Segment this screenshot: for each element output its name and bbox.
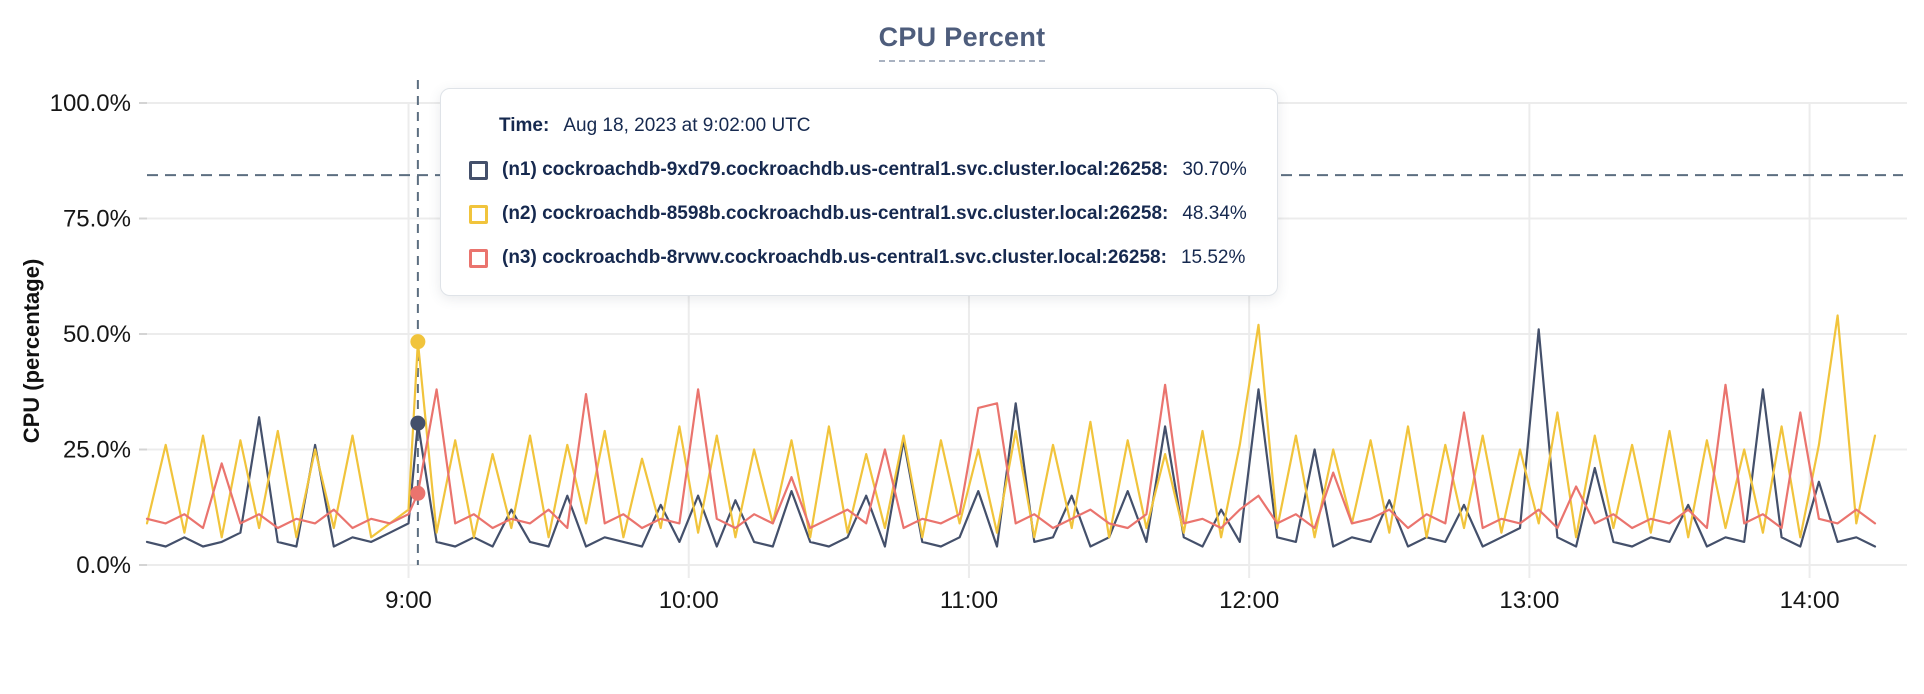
hover-tooltip: Time: Aug 18, 2023 at 9:02:00 UTC (n1) co… bbox=[440, 88, 1278, 296]
tooltip-series-row-n1: (n1) cockroachdb-9xd79.cockroachdb.us-ce… bbox=[469, 159, 1247, 181]
tooltip-time-label: Time: bbox=[499, 115, 550, 136]
tooltip-series-label-n1: (n1) cockroachdb-9xd79.cockroachdb.us-ce… bbox=[502, 159, 1169, 180]
y-axis-title: CPU (percentage) bbox=[19, 258, 44, 444]
series-line-n2[interactable] bbox=[145, 314, 1877, 539]
chart-title-text[interactable]: CPU Percent bbox=[878, 22, 1046, 62]
x-tick-label: 13:00 bbox=[1499, 587, 1559, 614]
y-tick-label: 25.0% bbox=[63, 437, 131, 464]
x-tick-label: 11:00 bbox=[940, 587, 998, 614]
hover-point-n1 bbox=[410, 415, 426, 431]
hover-point-n3 bbox=[410, 485, 426, 501]
series-line-n3[interactable] bbox=[145, 383, 1877, 530]
series-swatch-n1 bbox=[469, 160, 488, 180]
tooltip-series-label-n2: (n2) cockroachdb-8598b.cockroachdb.us-ce… bbox=[502, 203, 1169, 224]
x-tick-label: 12:00 bbox=[1219, 587, 1279, 614]
y-tick-label: 50.0% bbox=[63, 321, 131, 348]
tooltip-series-row-n3: (n3) cockroachdb-8rvwv.cockroachdb.us-ce… bbox=[469, 247, 1247, 269]
series-swatch-n2 bbox=[469, 204, 488, 224]
chart-title: CPU Percent bbox=[0, 22, 1924, 62]
x-tick-label: 14:00 bbox=[1780, 587, 1840, 614]
series-swatch-n3 bbox=[469, 248, 488, 268]
y-tick-label: 0.0% bbox=[76, 552, 131, 579]
x-tick-label: 9:00 bbox=[385, 587, 432, 614]
x-tick-label: 10:00 bbox=[659, 587, 719, 614]
y-tick-label: 100.0% bbox=[50, 90, 131, 117]
tooltip-series-row-n2: (n2) cockroachdb-8598b.cockroachdb.us-ce… bbox=[469, 203, 1247, 225]
hover-point-n2 bbox=[410, 334, 426, 350]
tooltip-series-value-n1: 30.70% bbox=[1182, 159, 1247, 180]
y-tick-label: 75.0% bbox=[63, 206, 131, 233]
tooltip-series-value-n2: 48.34% bbox=[1182, 203, 1247, 224]
tooltip-series-value-n3: 15.52% bbox=[1180, 247, 1246, 268]
tooltip-time-row: Time: Aug 18, 2023 at 9:02:00 UTC bbox=[499, 115, 1247, 137]
tooltip-time-value: Aug 18, 2023 at 9:02:00 UTC bbox=[563, 115, 811, 136]
tooltip-series-label-n3: (n3) cockroachdb-8rvwv.cockroachdb.us-ce… bbox=[502, 247, 1167, 268]
